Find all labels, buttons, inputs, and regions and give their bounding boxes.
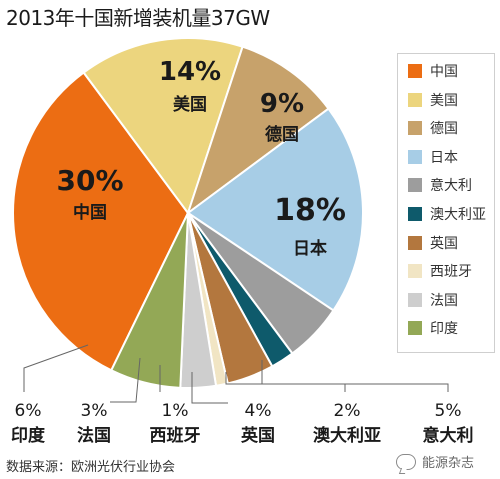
legend-swatch [408,92,422,107]
callout-percent-label: 3% [81,401,108,421]
legend-item: 法国 [408,290,458,310]
pie-slice-1 [82,37,244,216]
callout-line [23,344,89,392]
legend-swatch [408,207,422,221]
chart-title: 2013年十国新增装机量37GW [6,6,270,30]
legend-label: 印度 [430,321,458,338]
legend-label: 意大利 [430,178,472,195]
legend-label: 法国 [430,292,458,309]
legend-item: 中国 [408,61,458,81]
callout-percent-label: 5% [435,401,462,421]
legend-item: 英国 [408,233,458,253]
watermark: 能源杂志 [396,452,474,471]
slice-percent-label: 18% [274,193,346,228]
callout-line [191,372,228,404]
legend-label: 澳大利亚 [430,207,486,223]
slice-name-label: 德国 [265,124,299,145]
legend-label: 日本 [430,149,458,166]
legend-label: 德国 [430,121,458,138]
callout-percent-label: 4% [245,401,272,421]
legend-swatch [408,292,422,307]
callout-name-label: 意大利 [423,425,474,446]
legend-swatch [408,64,422,78]
legend-item: 澳大利亚 [408,204,486,224]
callout-name-label: 法国 [77,425,111,446]
slice-name-label: 日本 [293,238,327,259]
legend-label: 中国 [430,64,458,80]
watermark-text: 能源杂志 [422,456,475,471]
callout-percent-label: 2% [334,401,361,421]
chat-bubble-icon [396,453,416,470]
pie-slice-0 [11,71,190,372]
slice-name-label: 美国 [173,94,207,115]
legend-swatch [408,121,422,136]
callout-percent-label: 1% [162,401,189,421]
callout-line [225,372,346,392]
legend-swatch [408,264,422,279]
legend-item: 德国 [408,118,458,138]
legend-label: 西班牙 [430,264,472,281]
pie-slice-9 [109,212,189,389]
callout-name-label: 澳大利亚 [313,425,381,446]
legend-item: 西班牙 [408,261,472,281]
legend-label: 英国 [430,235,458,252]
source-note: 数据来源：欧洲光伏行业协会 [6,460,176,475]
callout-percent-label: 6% [15,401,42,421]
callout-line [261,360,449,392]
legend-item: 印度 [408,318,458,338]
legend-swatch [408,178,422,193]
legend-swatch [408,321,422,336]
legend-item: 美国 [408,90,458,110]
legend-item: 日本 [408,147,458,167]
callout-line [110,357,141,403]
legend-item: 意大利 [408,175,472,195]
slice-name-label: 中国 [73,202,107,223]
legend-swatch [408,149,422,164]
callout-name-label: 英国 [241,425,275,446]
pie-slice-3 [186,107,364,312]
callout-name-label: 西班牙 [150,426,201,446]
slice-percent-label: 9% [260,89,304,119]
slice-percent-label: 30% [56,164,123,197]
legend: 中国美国德国日本意大利澳大利亚英国西班牙法国印度 [397,53,495,353]
callout-name-label: 印度 [11,425,46,446]
legend-label: 美国 [430,92,458,109]
pie-slice-2 [186,45,330,216]
slice-percent-label: 14% [159,57,221,87]
legend-swatch [408,235,422,250]
